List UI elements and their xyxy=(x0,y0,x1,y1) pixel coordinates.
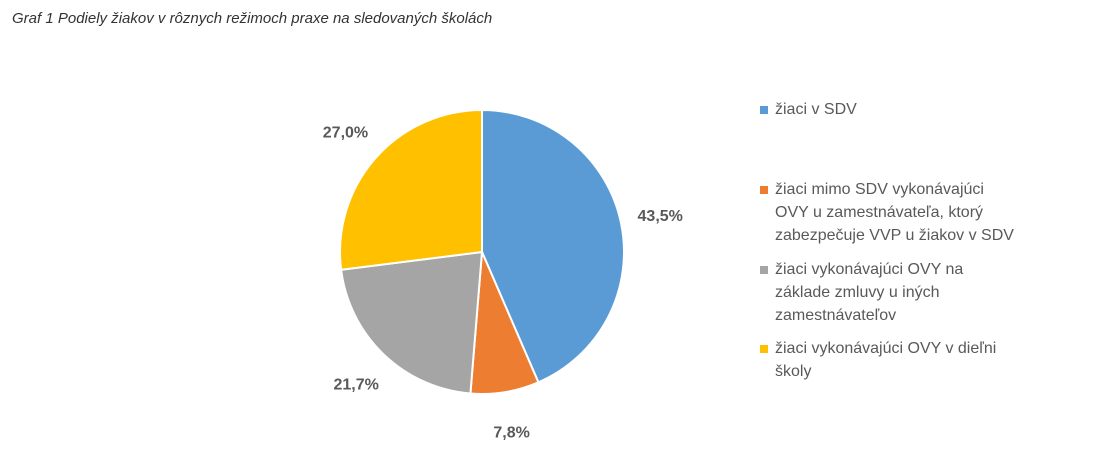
legend-item-dielna: žiaci vykonávajúci OVY v dieľni školy xyxy=(760,337,1050,383)
data-label-sdv: 43,5% xyxy=(638,208,683,225)
data-label-mimo-sdv: 7,8% xyxy=(493,425,529,442)
legend-label-zmluva: žiaci vykonávajúci OVY na základe zmluvy… xyxy=(775,261,964,324)
pie-slice-zmluva xyxy=(340,250,484,395)
pie-labels: 43,5% 7,8% 21,7% 27,0% xyxy=(323,125,683,442)
pie-slice-sdv xyxy=(481,108,625,384)
legend-swatch-mimo-sdv xyxy=(760,186,768,194)
pie-slice-dielna xyxy=(339,108,483,271)
legend-item-zmluva: žiaci vykonávajúci OVY na základe zmluvy… xyxy=(760,258,1050,327)
chart-caption: Graf 1 Podiely žiakov v rôznych režimoch… xyxy=(12,10,493,27)
legend-label-dielna: žiaci vykonávajúci OVY v dieľni školy xyxy=(775,340,997,380)
data-label-zmluva: 21,7% xyxy=(333,376,378,393)
legend-item-mimo-sdv: žiaci mimo SDV vykonávajúci OVY u zamest… xyxy=(760,178,1050,247)
data-label-dielna: 27,0% xyxy=(323,125,368,142)
legend-label-mimo-sdv: žiaci mimo SDV vykonávajúci OVY u zamest… xyxy=(775,181,1014,244)
legend-swatch-dielna xyxy=(760,345,768,353)
legend-label-sdv: žiaci v SDV xyxy=(775,101,857,118)
legend-item-sdv: žiaci v SDV xyxy=(760,98,1050,121)
legend-swatch-sdv xyxy=(760,106,768,114)
legend-swatch-zmluva xyxy=(760,266,768,274)
pie-slices xyxy=(339,108,625,395)
